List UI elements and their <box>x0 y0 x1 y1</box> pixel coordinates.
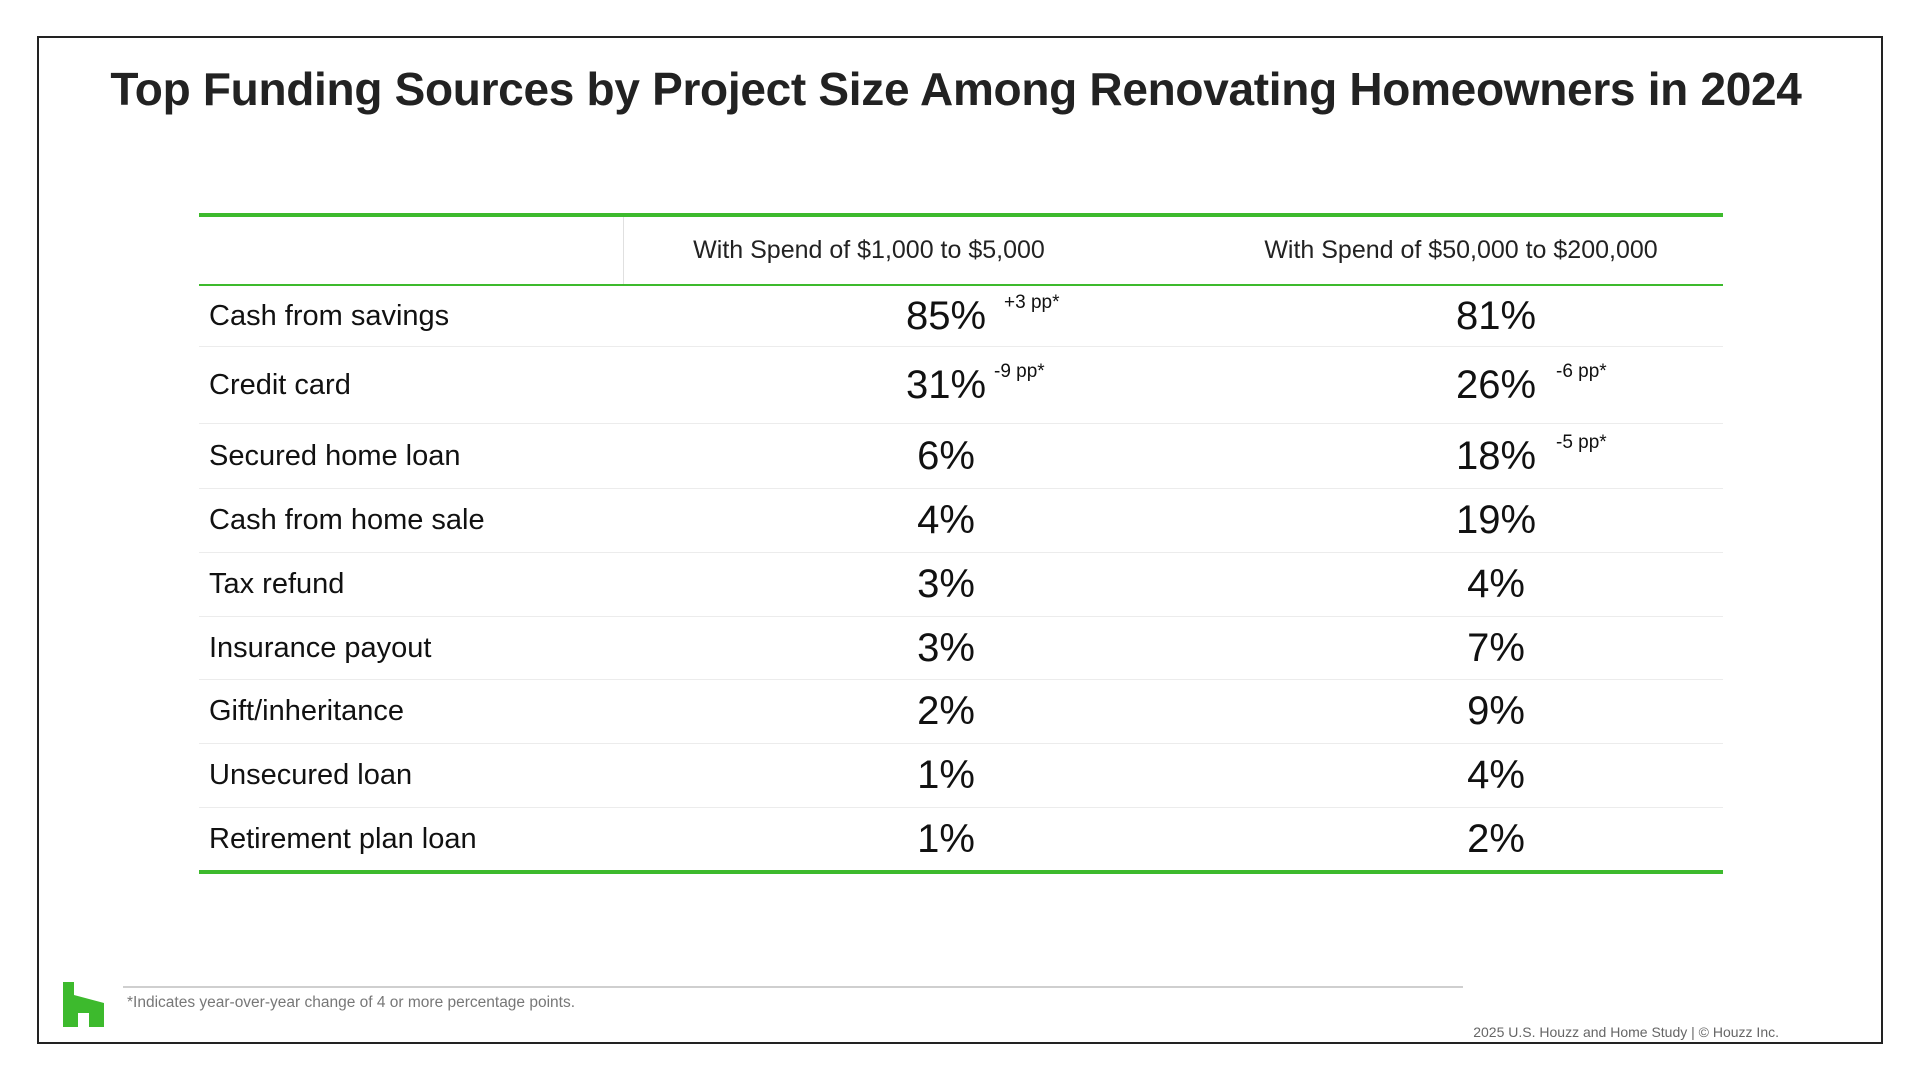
row-label: Cash from home sale <box>209 504 485 536</box>
row-label: Unsecured loan <box>209 759 413 791</box>
footer-rule <box>123 986 1463 988</box>
value-large-spend: 26% <box>1455 362 1537 407</box>
chart-title: Top Funding Sources by Project Size Amon… <box>110 63 1802 115</box>
row-label: Secured home loan <box>209 439 461 472</box>
value-large-spend: 81% <box>1455 293 1537 338</box>
table-row: Insurance payout 3% 7% <box>199 617 1723 680</box>
value-small-spend: 3% <box>917 625 975 670</box>
houzz-logo-icon <box>63 982 104 1027</box>
value-small-spend: 85% <box>905 293 987 338</box>
value-large-spend: 4% <box>1467 562 1525 606</box>
value-large-spend: 7% <box>1467 625 1525 670</box>
value-small-spend: 1% <box>917 753 975 797</box>
column-header-small-spend: With Spend of $1,000 to $5,000 <box>693 236 1045 264</box>
table-header: With Spend of $1,000 to $5,000 With Spen… <box>199 217 1723 286</box>
value-small-spend: 31% <box>905 362 987 407</box>
value-large-spend: 9% <box>1467 689 1525 733</box>
funding-table: With Spend of $1,000 to $5,000 With Spen… <box>199 213 1723 874</box>
value-large-spend: 2% <box>1467 816 1525 861</box>
yoy-change-large-spend: -6 pp* <box>1556 361 1607 382</box>
value-small-spend: 1% <box>917 816 975 861</box>
table-top-rule <box>199 213 1723 217</box>
yoy-change-small-spend: +3 pp* <box>1004 292 1060 313</box>
row-label: Credit card <box>209 368 351 401</box>
table-row: Gift/inheritance 2% 9% <box>199 680 1723 744</box>
value-small-spend: 3% <box>917 562 975 606</box>
value-small-spend: 6% <box>917 433 975 478</box>
value-large-spend: 4% <box>1467 753 1525 797</box>
column-header-large-spend: With Spend of $50,000 to $200,000 <box>1264 236 1658 264</box>
row-label: Insurance payout <box>209 631 432 664</box>
row-label: Gift/inheritance <box>209 695 405 727</box>
table-row: Secured home loan 6% 18% -5 pp* <box>199 424 1723 489</box>
table-row: Credit card 31% 26% -9 pp* -6 pp* <box>199 347 1723 424</box>
table-body: Cash from savings 85% 81% +3 pp* Credit card… <box>199 286 1723 870</box>
table-row: Unsecured loan 1% 4% <box>199 744 1723 808</box>
table-row: Tax refund 3% 4% <box>199 553 1723 617</box>
table-row: Retirement plan loan 1% 2% <box>199 808 1723 870</box>
footnote: *Indicates year-over-year change of 4 or… <box>127 994 576 1011</box>
yoy-change-large-spend: -5 pp* <box>1556 432 1607 453</box>
row-label: Tax refund <box>209 568 345 600</box>
source-credit: 2025 U.S. Houzz and Home Study | © Houzz… <box>1473 1024 1779 1040</box>
table-row: Cash from savings 85% 81% +3 pp* <box>199 286 1723 347</box>
value-small-spend: 4% <box>917 498 975 542</box>
table-row: Cash from home sale 4% 19% <box>199 489 1723 553</box>
yoy-change-small-spend: -9 pp* <box>994 361 1045 382</box>
row-label: Cash from savings <box>209 299 450 332</box>
table-bottom-rule <box>199 870 1723 874</box>
value-large-spend: 19% <box>1455 498 1537 542</box>
value-small-spend: 2% <box>917 689 975 733</box>
header-divider <box>623 217 624 284</box>
slide-frame <box>37 36 1883 1044</box>
value-large-spend: 18% <box>1455 433 1537 478</box>
row-label: Retirement plan loan <box>209 822 477 855</box>
